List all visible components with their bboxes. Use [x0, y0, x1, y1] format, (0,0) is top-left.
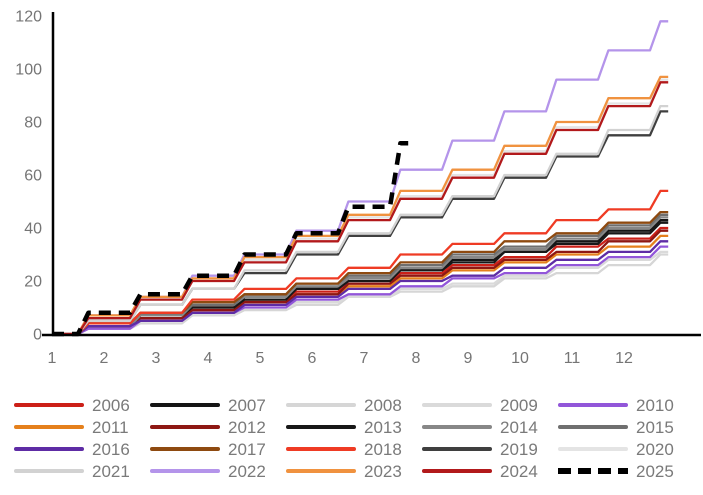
series-line-2007	[52, 218, 669, 336]
legend-label-2021: 2021	[92, 461, 130, 481]
y-tick-80: 80	[24, 115, 42, 132]
legend-label-2008: 2008	[364, 395, 402, 415]
series-line-2025	[52, 140, 409, 337]
y-tick-20: 20	[24, 274, 42, 291]
series-line-2023	[52, 75, 669, 336]
y-tick-60: 60	[24, 168, 42, 185]
legend-label-2009: 2009	[500, 395, 538, 415]
legend-label-2019: 2019	[500, 439, 538, 459]
legend-label-2012: 2012	[228, 417, 266, 437]
y-tick-100: 100	[15, 62, 42, 79]
legend-item-2025: 2025	[558, 463, 694, 480]
legend-label-2007: 2007	[228, 395, 266, 415]
y-tick-40: 40	[24, 221, 42, 238]
legend-item-2011: 2011	[14, 419, 150, 436]
x-tick-1: 1	[48, 350, 57, 367]
legend-item-2021: 2021	[14, 463, 150, 480]
series-line-2012	[52, 229, 669, 336]
axes	[42, 12, 701, 337]
x-tick-8: 8	[412, 350, 421, 367]
legend-label-2018: 2018	[364, 439, 402, 459]
legend-swatch-2017-line-icon	[150, 447, 220, 451]
legend-item-2010: 2010	[558, 397, 694, 414]
x-tick-12: 12	[615, 350, 633, 367]
legend-swatch-2016-line-icon	[14, 447, 84, 451]
legend-swatch-2010-line-icon	[558, 403, 628, 407]
legend-item-2006: 2006	[14, 397, 150, 414]
chart-legend: 2006 2007 2008 2009 2010 2011 2012 2013 2014 2015…	[14, 394, 703, 482]
legend-swatch-2023-line-icon	[286, 469, 356, 473]
legend-swatch-2011-line-icon	[14, 425, 84, 429]
legend-label-2023: 2023	[364, 461, 402, 481]
legend-item-2007: 2007	[150, 397, 286, 414]
y-tick-0: 0	[33, 327, 42, 344]
legend-label-2015: 2015	[636, 417, 674, 437]
series-line-2024	[52, 81, 669, 336]
legend-label-2020: 2020	[636, 439, 674, 459]
legend-label-2014: 2014	[500, 417, 538, 437]
legend-swatch-2021-line-icon	[14, 469, 84, 473]
legend-item-2024: 2024	[422, 463, 558, 480]
legend-item-2023: 2023	[286, 463, 422, 480]
legend-swatch-2013-line-icon	[286, 425, 356, 429]
legend-label-2011: 2011	[92, 417, 129, 437]
legend-swatch-2015-line-icon	[558, 425, 628, 429]
legend-label-2024: 2024	[500, 461, 538, 481]
legend-item-2008: 2008	[286, 397, 422, 414]
legend-item-2009: 2009	[422, 397, 558, 414]
legend-item-2022: 2022	[150, 463, 286, 480]
x-tick-11: 11	[564, 350, 581, 367]
y-tick-120: 120	[15, 9, 42, 26]
legend-swatch-2020-line-icon	[558, 447, 628, 451]
x-tick-7: 7	[360, 350, 369, 367]
legend-label-2017: 2017	[228, 439, 266, 459]
legend-label-2025: 2025	[636, 461, 674, 481]
legend-swatch-2024-line-icon	[422, 469, 492, 473]
legend-item-2017: 2017	[150, 441, 286, 458]
series-line-2018	[52, 189, 669, 336]
legend-item-2012: 2012	[150, 419, 286, 436]
legend-swatch-2012-line-icon	[150, 425, 220, 429]
series-line-2011	[52, 234, 669, 336]
y-axis-tick-labels: 0 20 40 60 80 100 120	[15, 9, 42, 344]
series-lines	[52, 20, 669, 337]
legend-swatch-2007-line-icon	[150, 403, 220, 407]
legend-label-2022: 2022	[228, 461, 266, 481]
legend-swatch-2008-line-icon	[286, 403, 356, 407]
x-tick-9: 9	[464, 350, 473, 367]
x-tick-5: 5	[256, 350, 265, 367]
legend-swatch-2006-line-icon	[14, 403, 84, 407]
legend-item-2018: 2018	[286, 441, 422, 458]
x-tick-4: 4	[204, 350, 213, 367]
x-tick-6: 6	[308, 350, 317, 367]
legend-label-2013: 2013	[364, 417, 402, 437]
legend-item-2014: 2014	[422, 419, 558, 436]
legend-item-2015: 2015	[558, 419, 694, 436]
legend-swatch-2018-line-icon	[286, 447, 356, 451]
series-line-2021	[52, 104, 669, 336]
legend-label-2010: 2010	[636, 395, 674, 415]
legend-swatch-2022-line-icon	[150, 469, 220, 473]
x-tick-2: 2	[100, 350, 109, 367]
legend-label-2016: 2016	[92, 439, 130, 459]
series-line-2014	[52, 216, 669, 336]
x-axis-tick-labels: 1 2 3 4 5 6 7 8 9 10 11 12	[48, 350, 633, 367]
legend-swatch-2019-line-icon	[422, 447, 492, 451]
legend-item-2020: 2020	[558, 441, 694, 458]
series-line-2016	[52, 240, 669, 336]
legend-item-2019: 2019	[422, 441, 558, 458]
x-tick-10: 10	[511, 350, 529, 367]
legend-swatch-2009-line-icon	[422, 403, 492, 407]
legend-item-2016: 2016	[14, 441, 150, 458]
legend-swatch-2025-dashed-line-icon	[558, 468, 628, 474]
legend-label-2006: 2006	[92, 395, 130, 415]
legend-item-2013: 2013	[286, 419, 422, 436]
x-tick-3: 3	[152, 350, 161, 367]
legend-swatch-2014-line-icon	[422, 425, 492, 429]
